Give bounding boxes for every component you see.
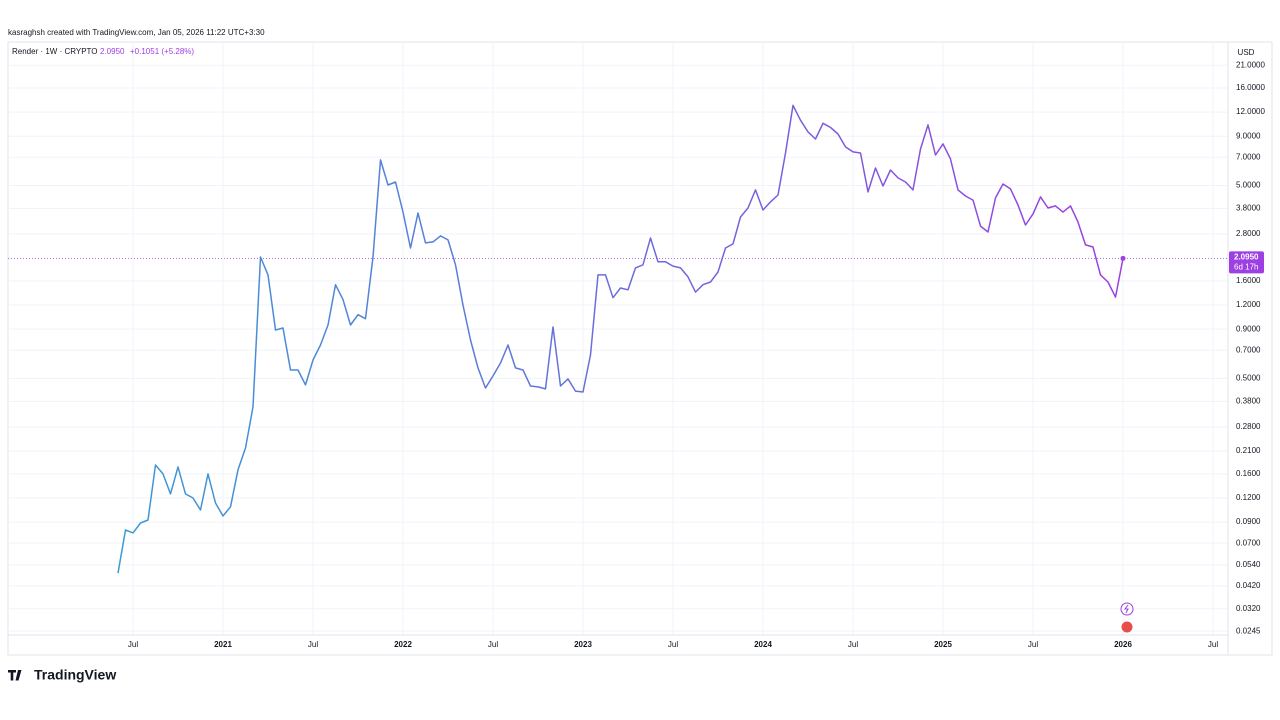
event-icon-bolt — [1124, 604, 1129, 614]
y-tick-label: 0.0540 — [1236, 560, 1261, 569]
price-countdown: 6d 17h — [1234, 262, 1258, 271]
y-tick-label: 0.0420 — [1236, 581, 1261, 590]
x-tick-label: 2024 — [754, 640, 772, 649]
x-tick-label: 2022 — [394, 640, 412, 649]
price-label: 2.0950 — [1234, 252, 1259, 261]
x-tick-label: Jul — [1028, 640, 1038, 649]
last-point — [1120, 255, 1126, 261]
economic-icon[interactable] — [1120, 620, 1134, 634]
y-tick-label: 3.8000 — [1236, 204, 1261, 213]
y-tick-label: 1.6000 — [1236, 276, 1261, 285]
legend-symbol: Render · 1W · CRYPTO — [12, 47, 98, 56]
y-tick-label: 0.1200 — [1236, 493, 1261, 502]
x-tick-label: Jul — [308, 640, 318, 649]
header: kasraghsh created with TradingView.com, … — [8, 28, 265, 37]
y-tick-label: 0.3800 — [1236, 397, 1261, 406]
y-tick-label: 12.0000 — [1236, 107, 1265, 116]
grid — [8, 42, 1228, 635]
legend-last: 2.0950 — [100, 47, 125, 56]
x-tick-label: Jul — [488, 640, 498, 649]
x-tick-label: 2023 — [574, 640, 592, 649]
y-tick-label: 7.0000 — [1236, 152, 1261, 161]
currency: USD — [1238, 48, 1255, 57]
x-tick-label: Jul — [668, 640, 678, 649]
price-label-bg — [1229, 251, 1264, 274]
y-tick-label: 1.2000 — [1236, 300, 1261, 309]
y-tick-label: 0.0245 — [1236, 626, 1261, 635]
y-tick-label: 0.1600 — [1236, 469, 1261, 478]
y-tick-label: 0.2100 — [1236, 446, 1261, 455]
logo: TradingView — [8, 667, 116, 683]
y-tick-label: 0.0320 — [1236, 604, 1261, 613]
y-tick-label: 0.7000 — [1236, 345, 1261, 354]
price-line — [117, 104, 1124, 574]
x-tick-label: Jul — [1208, 640, 1218, 649]
y-tick-label: 0.0700 — [1236, 538, 1261, 547]
y-tick-label: 9.0000 — [1236, 131, 1261, 140]
y-tick-label: 0.5000 — [1236, 374, 1261, 383]
y-tick-label: 21.0000 — [1236, 60, 1265, 69]
x-tick-label: 2021 — [214, 640, 232, 649]
x-tick-label: 2025 — [934, 640, 952, 649]
y-tick-label: 16.0000 — [1236, 83, 1265, 92]
x-tick-label: Jul — [128, 640, 138, 649]
y-tick-label: 0.2800 — [1236, 422, 1261, 431]
legend-change: +0.1051 (+5.28%) — [130, 47, 194, 56]
y-tick-label: 5.0000 — [1236, 181, 1261, 190]
logo-text: TradingView — [34, 667, 116, 683]
x-tick-label: 2026 — [1114, 640, 1132, 649]
logo-mark — [8, 670, 22, 681]
x-tick-label: Jul — [848, 640, 858, 649]
y-tick-label: 2.8000 — [1236, 229, 1261, 238]
y-tick-label: 0.0900 — [1236, 517, 1261, 526]
y-tick-label: 0.9000 — [1236, 324, 1261, 333]
frame — [7, 41, 1273, 656]
